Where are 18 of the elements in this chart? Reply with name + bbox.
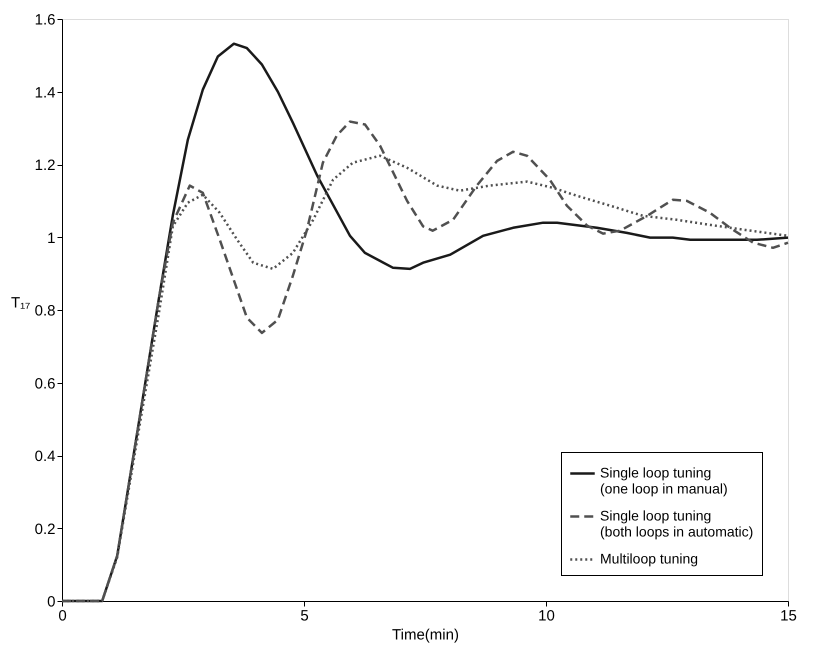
y-tick-label: 0.8 xyxy=(34,302,56,320)
x-axis-title: Time(min) xyxy=(392,626,459,644)
y-tick-label: 0 xyxy=(47,594,56,610)
y-tick-label: 1.6 xyxy=(34,12,56,28)
legend-label: Single loop tuning (one loop in manual) xyxy=(600,464,728,496)
legend-label: Single loop tuning (both loops in automatic) xyxy=(600,508,754,540)
x-tick-label: 10 xyxy=(538,608,555,624)
y-tick-label: 0.4 xyxy=(34,448,56,465)
y-tick-label: 1.4 xyxy=(34,84,56,102)
x-tick-label: 0 xyxy=(58,608,67,624)
y-tick-label: 1 xyxy=(47,230,56,247)
y-tick-label: 0.6 xyxy=(34,375,56,392)
x-tick-label: 5 xyxy=(300,608,309,624)
x-tick-label: 15 xyxy=(780,608,797,624)
y-axis-title: T₁₇ xyxy=(10,294,30,312)
y-tick-label: 0.2 xyxy=(34,520,56,538)
y-tick-label: 1.2 xyxy=(34,157,56,174)
legend-label: Multiloop tuning xyxy=(600,550,698,566)
